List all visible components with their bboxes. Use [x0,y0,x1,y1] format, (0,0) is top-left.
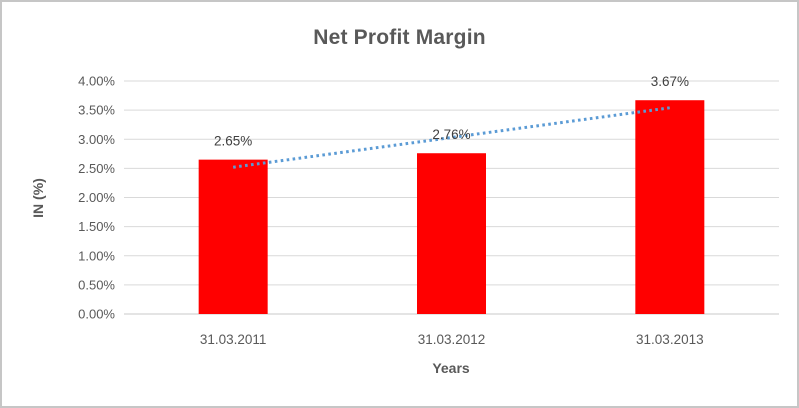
y-tick-label: 2.00% [78,190,115,205]
y-tick-label: 4.00% [78,74,115,89]
bar [635,100,705,314]
bar [417,153,486,314]
x-axis-title: Years [432,360,470,376]
y-tick-label: 1.50% [78,219,115,234]
chart-title: Net Profit Margin [313,26,486,49]
y-tick-label: 0.00% [78,307,115,322]
bar-data-label: 2.76% [432,127,470,142]
bar-data-label: 3.67% [651,74,689,89]
y-tick-label: 0.50% [78,277,115,292]
trendline [232,106,671,169]
x-category-label: 31.03.2012 [418,332,486,347]
x-category-label: 31.03.2011 [200,332,267,347]
y-tick-label: 2.50% [78,161,115,176]
y-tick-label: 3.50% [78,103,115,118]
bar [198,159,268,314]
x-category-label: 31.03.2013 [636,332,704,347]
y-tick-label: 1.00% [78,248,115,263]
bar-data-label: 2.65% [214,134,252,149]
y-tick-label: 3.00% [78,132,115,147]
